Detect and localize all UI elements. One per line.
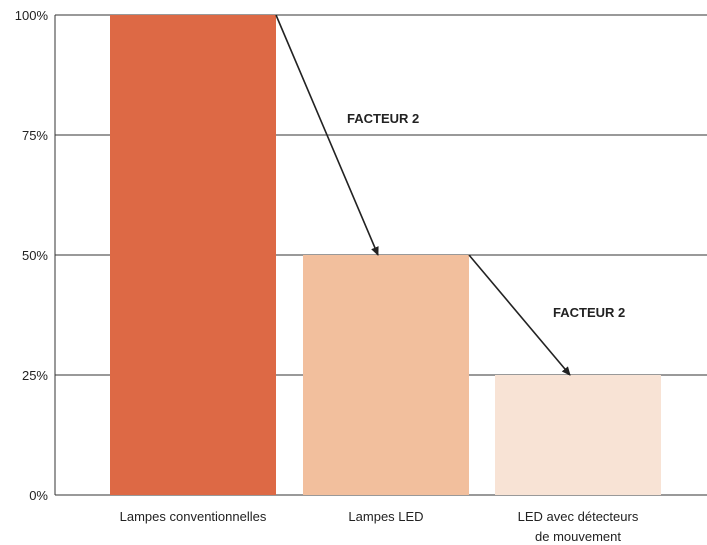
factor-label: FACTEUR 2 [553,305,625,320]
bar [110,15,276,495]
x-category-label: Lampes LED [348,509,423,524]
factor-arrow [275,14,379,256]
x-category-label-line: Lampes LED [348,509,423,524]
y-tick-label: 75% [22,128,48,143]
bar [303,255,469,495]
x-category-label: Lampes conventionnelles [120,509,267,524]
x-category-label-line: LED avec détecteurs [518,509,639,524]
bars [110,15,661,495]
y-tick-label: 50% [22,248,48,263]
factor-label: FACTEUR 2 [347,111,419,126]
x-category-labels: Lampes conventionnelles Lampes LED LED ave… [120,509,639,544]
y-tick-labels: 0% 25% 50% 75% 100% [15,8,49,503]
factor-arrow [468,254,571,376]
x-category-label-line: de mouvement [535,529,621,544]
x-category-label-line: Lampes conventionnelles [120,509,267,524]
y-tick-label: 100% [15,8,49,23]
bar [495,375,661,495]
annotations: FACTEUR 2 FACTEUR 2 [275,14,625,376]
y-tick-label: 0% [29,488,48,503]
x-category-label: LED avec détecteurs de mouvement [518,509,639,544]
y-tick-label: 25% [22,368,48,383]
